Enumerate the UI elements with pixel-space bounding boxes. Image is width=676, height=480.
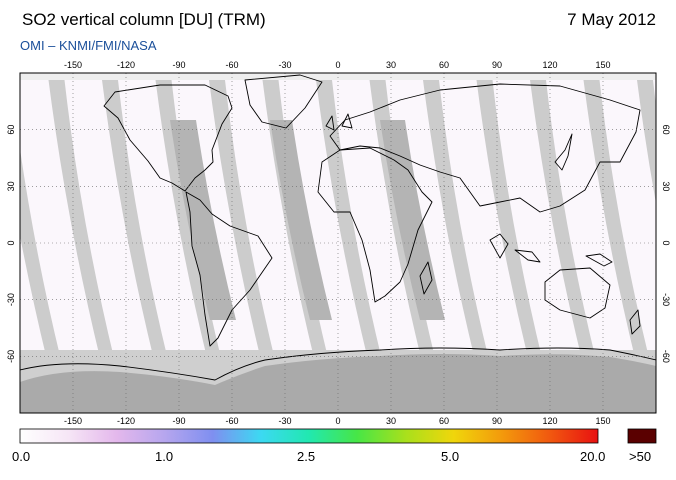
lat-label-left: -30	[6, 293, 16, 306]
satellite-data-gaps	[20, 80, 656, 360]
data-gap-swath	[637, 80, 656, 204]
lon-label-bottom: 0	[335, 416, 340, 426]
lat-label-right: -30	[661, 293, 671, 306]
colorbar-label-3: 5.0	[441, 449, 460, 464]
lon-label-top: -90	[172, 60, 185, 70]
lat-label-right: -60	[661, 350, 671, 363]
data-gap-swath	[476, 80, 543, 360]
lon-label-bottom: -30	[278, 416, 291, 426]
data-gap-swath	[20, 149, 61, 360]
lon-label-bottom: 30	[386, 416, 396, 426]
lon-label-bottom: 120	[542, 416, 557, 426]
lon-label-top: 30	[386, 60, 396, 70]
lat-label-left: 30	[6, 181, 16, 191]
map-subtitle: OMI – KNMI/FMI/NASA	[20, 38, 157, 53]
orbit-overlap-swath	[170, 120, 236, 320]
colorbar-label-2: 2.5	[297, 449, 316, 464]
map-date: 7 May 2012	[567, 10, 656, 29]
lon-label-bottom: 60	[439, 416, 449, 426]
lon-label-top: 60	[439, 60, 449, 70]
axis-tick-labels: -150 -150 -120 -120 -90 -90 -60 -60 -30 -30 0 0 30 30…	[6, 60, 671, 426]
colorbar	[19, 428, 599, 444]
colorbar-label-overflow: >50	[629, 449, 652, 464]
data-gap-swath	[102, 80, 168, 360]
lon-label-top: 120	[542, 60, 557, 70]
colorbar-label-4: 20.0	[580, 449, 606, 464]
lon-label-top: -30	[278, 60, 291, 70]
lon-label-top: 90	[492, 60, 502, 70]
lon-label-bottom: 90	[492, 416, 502, 426]
lat-label-left: 60	[6, 125, 16, 135]
lat-label-right: 0	[661, 240, 671, 245]
colorbar-label-1: 1.0	[155, 449, 174, 464]
lon-label-bottom: -120	[117, 416, 135, 426]
lon-label-bottom: 150	[595, 416, 610, 426]
lon-label-top: -120	[117, 60, 135, 70]
map-frame	[19, 72, 657, 414]
data-gap-swath	[530, 80, 596, 360]
data-gap-swath	[423, 80, 489, 360]
data-gap-swath	[209, 80, 275, 360]
orbit-overlap-swath	[380, 120, 445, 320]
colorbar-label-0: 0.0	[12, 449, 31, 464]
lon-label-bottom: -90	[172, 416, 185, 426]
lat-label-left: -60	[6, 350, 16, 363]
graticule	[20, 73, 656, 413]
colorbar-overflow	[627, 428, 657, 444]
data-gap-swath	[48, 80, 115, 360]
coastlines	[20, 74, 656, 381]
lat-label-right: 30	[661, 181, 671, 191]
lon-label-top: 0	[335, 60, 340, 70]
lon-label-bottom: -150	[64, 416, 82, 426]
data-gap-swath	[316, 80, 382, 360]
lon-label-top: -60	[225, 60, 238, 70]
lat-label-right: 60	[661, 125, 671, 135]
lat-label-left: 0	[6, 240, 16, 245]
map-title: SO2 vertical column [DU] (TRM)	[22, 10, 266, 29]
lon-label-top: 150	[595, 60, 610, 70]
data-gap-swath	[583, 80, 650, 360]
orbit-overlap-swath	[270, 120, 332, 320]
lon-label-top: -150	[64, 60, 82, 70]
lon-label-bottom: -60	[225, 416, 238, 426]
